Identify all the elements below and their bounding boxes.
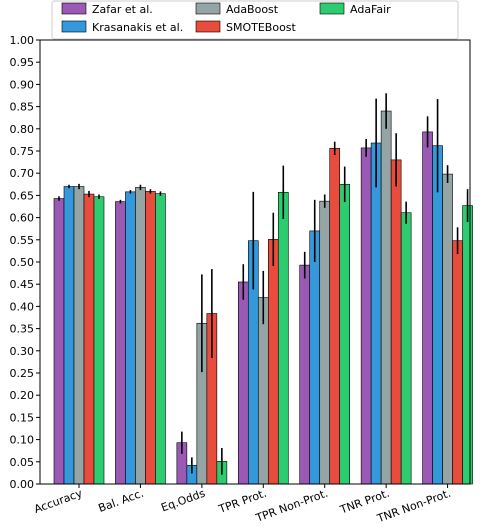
- y-tick-label: 1.00: [10, 34, 35, 47]
- bar-smoteboost-6: [452, 240, 463, 485]
- bar-zafar-et-al-5: [360, 147, 372, 485]
- bar-adaboost-1: [135, 187, 146, 485]
- legend-label-adaboost: AdaBoost: [226, 3, 279, 16]
- bar-krasanakis-et-al-6: [432, 145, 443, 485]
- y-tick-label: 0.70: [10, 167, 35, 180]
- y-tick-label: 0.85: [10, 101, 35, 114]
- x-tick-label: Bal. Acc.: [97, 487, 146, 515]
- bar-adafair-4: [339, 184, 351, 485]
- bar-zafar-et-al-1: [115, 201, 126, 485]
- y-tick-label: 0.15: [10, 411, 35, 424]
- legend: Zafar et al. Krasanakis et al. AdaBoost SMO…: [51, 0, 459, 40]
- bar-adaboost-0: [73, 186, 85, 485]
- bar-adafair-3: [277, 191, 289, 485]
- bar-adafair-0: [93, 196, 105, 485]
- x-tick-label: Accuracy: [32, 486, 84, 516]
- bar-zafar-et-al-6: [422, 131, 433, 485]
- legend-swatch-krasanakis-et-al: [61, 20, 87, 33]
- bar-adafair-1: [155, 193, 166, 485]
- y-tick-label: 0.60: [10, 212, 35, 225]
- bar-zafar-et-al-3: [237, 281, 249, 485]
- bar-adaboost-5: [380, 110, 392, 485]
- bar-adaboost-3: [257, 297, 269, 485]
- y-tick-label: 0.65: [10, 189, 35, 202]
- bar-smoteboost-3: [267, 239, 279, 485]
- y-tick-label: 0.45: [10, 278, 35, 291]
- y-tick-label: 0.20: [10, 389, 35, 402]
- bar-smoteboost-1: [145, 191, 156, 485]
- bar-smoteboost-0: [83, 193, 95, 485]
- bar-krasanakis-et-al-0: [63, 186, 75, 485]
- y-tick-label: 0.40: [10, 300, 35, 313]
- bar-adafair-5: [400, 212, 412, 485]
- y-tick-label: 0.10: [10, 434, 35, 447]
- y-tick-label: 0.00: [10, 478, 35, 491]
- legend-box: [51, 0, 459, 40]
- bar-adafair-6: [462, 205, 473, 485]
- y-tick-label: 0.25: [10, 367, 35, 380]
- legend-label-adafair: AdaFair: [350, 3, 391, 16]
- bar-zafar-et-al-4: [299, 264, 311, 485]
- bar-krasanakis-et-al-5: [370, 142, 382, 485]
- y-tick-label: 0.30: [10, 345, 35, 358]
- y-tick-label: 0.95: [10, 56, 35, 69]
- legend-swatch-adaboost: [195, 2, 221, 15]
- legend-swatch-zafar-et-al: [61, 2, 87, 15]
- bar-zafar-et-al-0: [53, 198, 65, 485]
- bar-krasanakis-et-al-4: [309, 230, 321, 485]
- legend-label-zafar-et-al: Zafar et al.: [92, 3, 153, 16]
- legend-label-krasanakis-et-al: Krasanakis et al.: [92, 21, 183, 34]
- bar-krasanakis-et-al-1: [125, 191, 136, 485]
- x-tick-label: Eq.Odds: [159, 487, 207, 515]
- y-tick-label: 0.35: [10, 323, 35, 336]
- legend-swatch-smoteboost: [195, 20, 221, 33]
- y-tick-label: 0.75: [10, 145, 35, 158]
- legend-swatch-adafair: [319, 2, 345, 15]
- bar-smoteboost-4: [329, 148, 341, 485]
- error-bars-layer: [58, 93, 469, 475]
- bar-adaboost-4: [319, 200, 331, 485]
- bar-adaboost-6: [442, 173, 453, 485]
- y-tick-label: 0.90: [10, 78, 35, 91]
- y-tick-label: 0.05: [10, 456, 35, 469]
- y-tick-label: 0.55: [10, 234, 35, 247]
- y-tick-label: 0.80: [10, 123, 35, 136]
- bar-smoteboost-5: [390, 159, 402, 485]
- y-tick-label: 0.50: [10, 256, 35, 269]
- legend-label-smoteboost: SMOTEBoost: [226, 21, 297, 34]
